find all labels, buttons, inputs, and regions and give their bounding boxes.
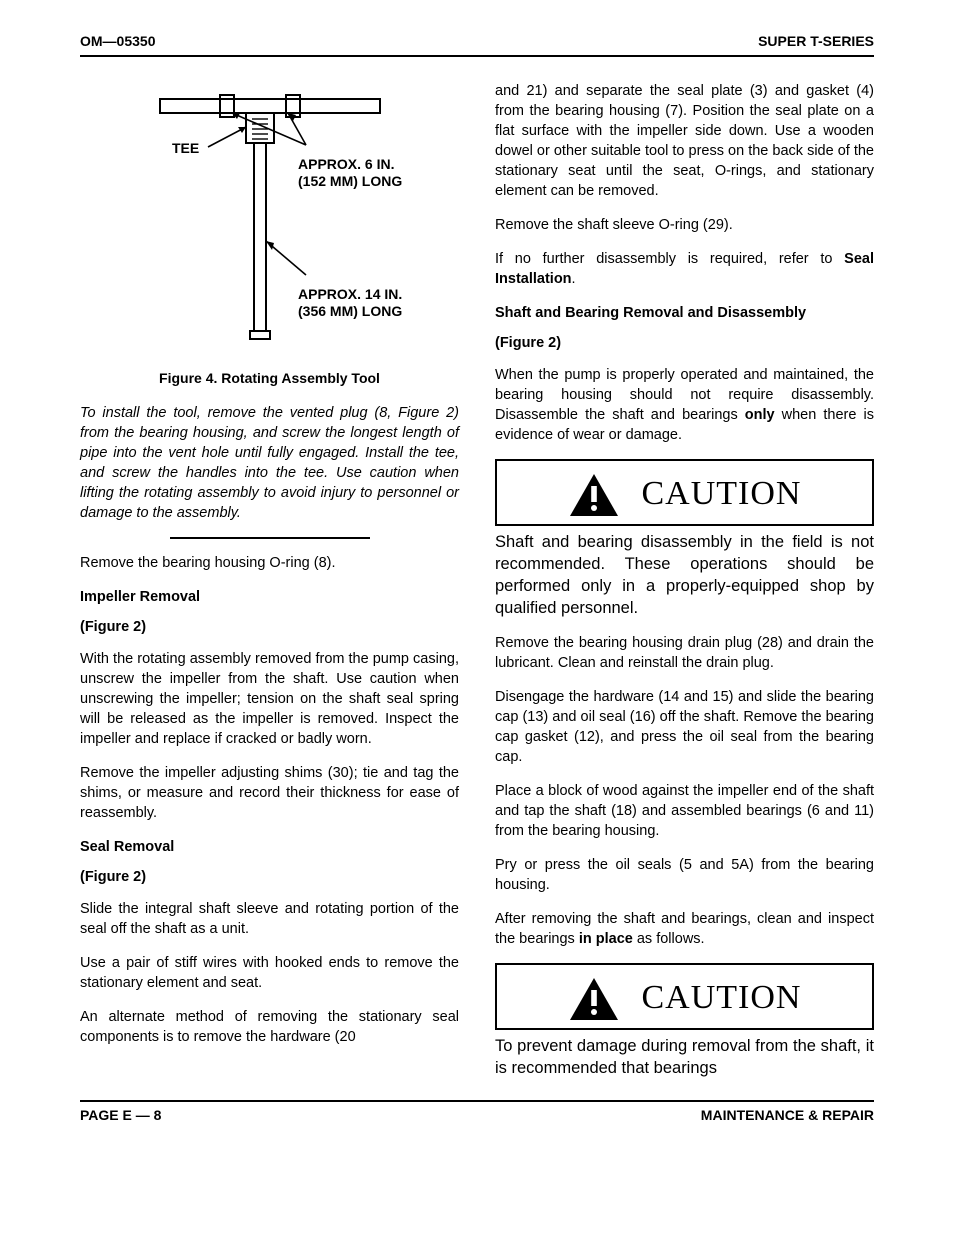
impeller-p1: With the rotating assembly removed from …	[80, 649, 459, 749]
sb-p5: Pry or press the oil seals (5 and 5A) fr…	[495, 855, 874, 895]
caution-1-text: Shaft and bearing disassembly in the fie…	[495, 532, 874, 619]
sb-p4: Place a block of wood against the impell…	[495, 781, 874, 841]
right-p-top: and 21) and separate the seal plate (3) …	[495, 81, 874, 201]
warning-triangle-icon	[568, 976, 620, 1022]
impeller-removal-heading: Impeller Removal	[80, 587, 459, 607]
caution-box-2: CAUTION	[495, 963, 874, 1030]
nofurther-c: .	[572, 271, 576, 287]
figure-caption: Figure 4. Rotating Assembly Tool	[120, 369, 420, 388]
p-bearing-oring: Remove the bearing housing O-ring (8).	[80, 553, 459, 573]
right-column: and 21) and separate the seal plate (3) …	[495, 81, 874, 1079]
left-column: TEE APPROX. 6 IN. (152 MM) LONG APPROX. …	[80, 81, 459, 1079]
seal-p2: Use a pair of stiff wires with hooked en…	[80, 953, 459, 993]
figure-label-tee: TEE	[172, 140, 199, 156]
seal-removal-heading: Seal Removal	[80, 837, 459, 857]
nofurther-a: If no further disassembly is required, r…	[495, 251, 844, 267]
warning-triangle-icon	[568, 472, 620, 518]
sb-p1-only: only	[745, 407, 775, 423]
footer-right: MAINTENANCE & REPAIR	[701, 1106, 874, 1125]
figure-label-6in-b: (152 MM) LONG	[298, 173, 402, 189]
header-right: SUPER T-SERIES	[758, 32, 874, 51]
figure-4: TEE APPROX. 6 IN. (152 MM) LONG APPROX. …	[120, 91, 420, 388]
caution-box-1: CAUTION	[495, 459, 874, 526]
impeller-figref: (Figure 2)	[80, 617, 459, 637]
figure-label-14in-b: (356 MM) LONG	[298, 303, 402, 319]
header-left: OM—05350	[80, 32, 155, 51]
sb-p2: Remove the bearing housing drain plug (2…	[495, 633, 874, 673]
page-footer: PAGE E — 8 MAINTENANCE & REPAIR	[80, 1100, 874, 1125]
sb-p6-inplace: in place	[579, 931, 633, 947]
figure-label-6in-a: APPROX. 6 IN.	[298, 156, 394, 172]
content-columns: TEE APPROX. 6 IN. (152 MM) LONG APPROX. …	[80, 81, 874, 1079]
seal-p3: An alternate method of removing the stat…	[80, 1007, 459, 1047]
sb-p6-b: as follows.	[633, 931, 705, 947]
right-p-nofurther: If no further disassembly is required, r…	[495, 249, 874, 289]
shaft-bearing-figref: (Figure 2)	[495, 333, 874, 353]
footer-left: PAGE E — 8	[80, 1106, 161, 1125]
sb-p6: After removing the shaft and bearings, c…	[495, 909, 874, 949]
shaft-bearing-heading: Shaft and Bearing Removal and Disassembl…	[495, 303, 874, 323]
sb-p1: When the pump is properly operated and m…	[495, 365, 874, 445]
page-header: OM—05350 SUPER T-SERIES	[80, 32, 874, 57]
horizontal-rule	[80, 537, 459, 539]
right-p-sleeve: Remove the shaft sleeve O-ring (29).	[495, 215, 874, 235]
caution-label-2: CAUTION	[642, 975, 802, 1022]
impeller-p2: Remove the impeller adjusting shims (30)…	[80, 763, 459, 823]
seal-p1: Slide the integral shaft sleeve and rota…	[80, 899, 459, 939]
install-note: To install the tool, remove the vented p…	[80, 403, 459, 523]
figure-label-14in-a: APPROX. 14 IN.	[298, 286, 402, 302]
seal-figref: (Figure 2)	[80, 867, 459, 887]
caution-2-text: To prevent damage during removal from th…	[495, 1036, 874, 1080]
caution-label-1: CAUTION	[642, 471, 802, 518]
sb-p3: Disengage the hardware (14 and 15) and s…	[495, 687, 874, 767]
